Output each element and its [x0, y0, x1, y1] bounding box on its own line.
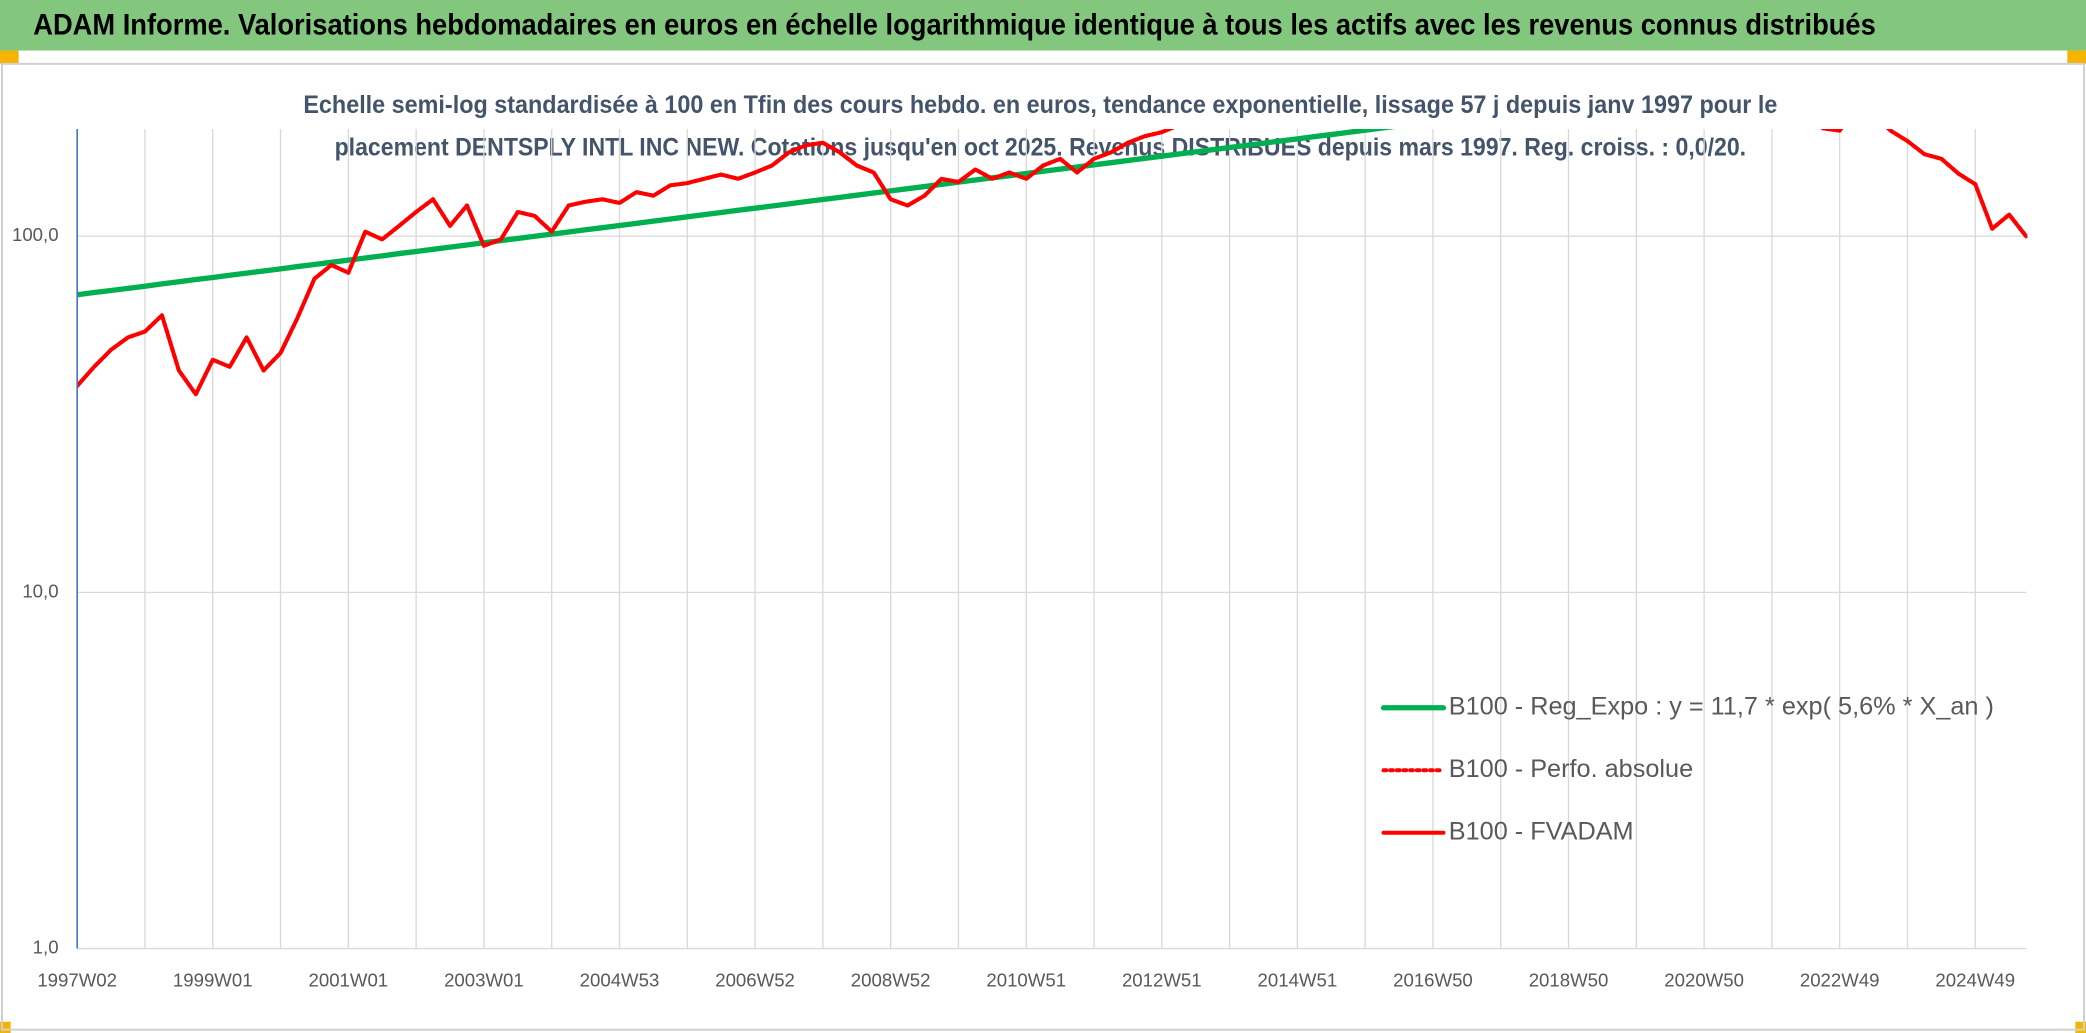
corner-mark — [0, 50, 19, 64]
grid — [77, 129, 2027, 950]
x-tick-label: 2012W51 — [1122, 970, 1202, 991]
series-line — [77, 129, 1395, 298]
y-tick-label: 100,0 — [12, 224, 59, 245]
header-title: ADAM Informe. Valorisations hebdomadaire… — [33, 9, 1876, 41]
corner-mark — [2067, 50, 2086, 64]
x-tick-label: 1999W01 — [173, 970, 253, 991]
axis-labels: 1,0 10,0 100,0 1997W02 1999W01 2001W01 2003W01… — [12, 224, 2015, 991]
x-tick-label: 2014W51 — [1258, 970, 1338, 991]
corner-mark — [2075, 1021, 2086, 1033]
legend-label: B100 - Reg_Expo : y = 11,7 * exp( 5,6% *… — [1449, 692, 1994, 720]
chart-subtitle: placement DENTSPLY INTL INC NEW. Cotatio… — [335, 134, 1746, 162]
header-bar — [0, 0, 2086, 51]
x-tick-label: 2022W49 — [1800, 970, 1880, 991]
x-tick-label: 2008W52 — [851, 970, 931, 991]
x-tick-label: 2006W52 — [715, 970, 795, 991]
chart-subtitle: Echelle semi-log standardisée à 100 en T… — [303, 91, 1777, 119]
series-line — [77, 129, 2028, 397]
corner-mark — [0, 1021, 11, 1033]
legend-label: B100 - FVADAM — [1449, 817, 1634, 845]
chart-frame — [1, 62, 2085, 1031]
plot-lines — [77, 129, 2028, 397]
x-tick-label: 2018W50 — [1529, 970, 1609, 991]
x-tick-label: 1997W02 — [37, 970, 117, 991]
x-tick-label: 2003W01 — [444, 970, 524, 991]
x-tick-label: 2004W53 — [580, 970, 660, 991]
legend-label: B100 - Perfo. absolue — [1449, 755, 1693, 783]
x-tick-label: 2024W49 — [1935, 970, 2015, 991]
y-tick-label: 1,0 — [33, 936, 59, 957]
legend: B100 - Reg_Expo : y = 11,7 * exp( 5,6% *… — [1380, 692, 1994, 845]
x-tick-label: 2020W50 — [1664, 970, 1744, 991]
x-tick-label: 2010W51 — [986, 970, 1066, 991]
x-tick-label: 2001W01 — [309, 970, 389, 991]
x-tick-label: 2016W50 — [1393, 970, 1473, 991]
y-tick-label: 10,0 — [22, 580, 58, 601]
